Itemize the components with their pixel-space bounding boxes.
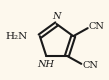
Text: NH: NH	[37, 60, 54, 69]
Text: CN: CN	[82, 61, 98, 70]
Text: H₂N: H₂N	[6, 32, 28, 41]
Text: N: N	[52, 12, 61, 21]
Text: CN: CN	[89, 22, 104, 31]
